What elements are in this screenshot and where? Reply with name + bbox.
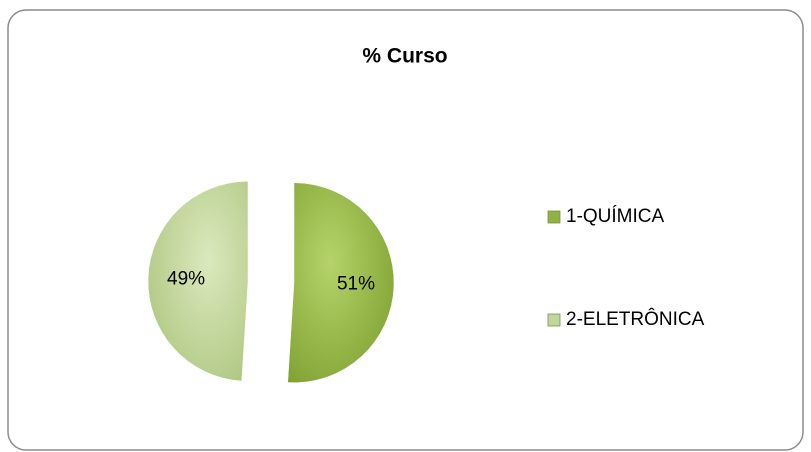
data-label: 51% [337,274,375,295]
pie-slice [287,182,395,383]
legend-label: 1-QUÍMICA [566,206,665,227]
data-label: 49% [167,268,205,289]
legend-swatch [547,313,561,327]
legend-swatch [547,210,561,224]
pie-slice [147,181,249,382]
legend-label: 2-ELETRÔNICA [566,308,705,330]
chart-title: % Curso [362,45,447,68]
chart-frame [7,9,804,451]
